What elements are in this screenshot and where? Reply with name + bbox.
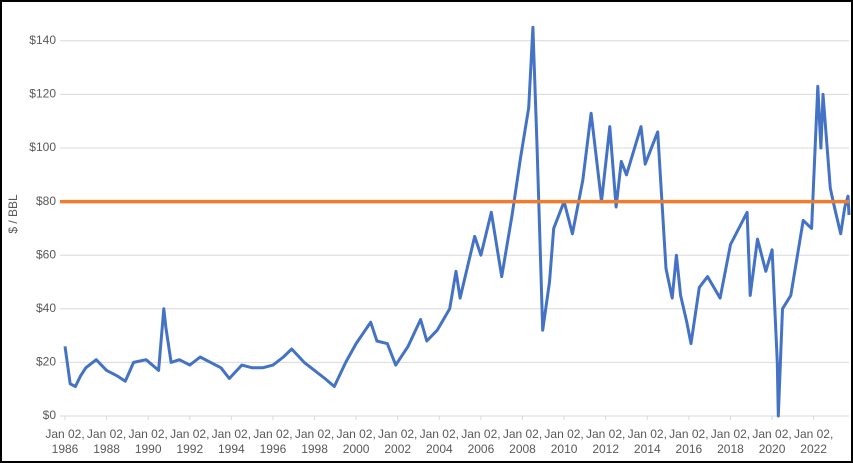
x-tick-label: Jan 02, 2010 <box>544 427 583 456</box>
x-tick-label: Jan 02, 2014 <box>628 427 667 456</box>
x-tick-label: Jan 02, 2022 <box>794 427 833 456</box>
x-tick-label: Jan 02, 2004 <box>420 427 459 456</box>
x-tick-label: Jan 02, 1994 <box>212 427 251 456</box>
y-tick-label: $60 <box>36 247 56 261</box>
x-tick-label: Jan 02, 2002 <box>378 427 417 456</box>
x-tick-label: Jan 02, 2016 <box>669 427 708 456</box>
x-tick-label: Jan 02, 1986 <box>45 427 84 456</box>
y-tick-label: $140 <box>29 33 56 47</box>
x-tick-label: Jan 02, 2006 <box>461 427 500 456</box>
y-tick-label: $120 <box>29 87 56 101</box>
x-tick-label: Jan 02, 2000 <box>336 427 375 456</box>
y-tick-label: $40 <box>36 301 56 315</box>
y-tick-label: $0 <box>43 408 57 422</box>
x-tick-label: Jan 02, 1992 <box>170 427 209 456</box>
x-tick-label: Jan 02, 2018 <box>711 427 750 456</box>
price-line <box>63 25 851 418</box>
x-tick-label: Jan 02, 2008 <box>503 427 542 456</box>
x-tick-label: Jan 02, 1998 <box>295 427 334 456</box>
y-axis-label: $ / BBL <box>6 194 20 234</box>
y-tick-label: $80 <box>36 194 56 208</box>
x-tick-label: Jan 02, 1990 <box>128 427 167 456</box>
x-tick-label: Jan 02, 2012 <box>586 427 625 456</box>
x-tick-label: Jan 02, 1996 <box>253 427 292 456</box>
x-tick-label: Jan 02, 1988 <box>87 427 126 456</box>
x-tick-label: Jan 02, 2020 <box>752 427 791 456</box>
y-tick-label: $100 <box>29 140 56 154</box>
y-tick-label: $20 <box>36 355 56 369</box>
